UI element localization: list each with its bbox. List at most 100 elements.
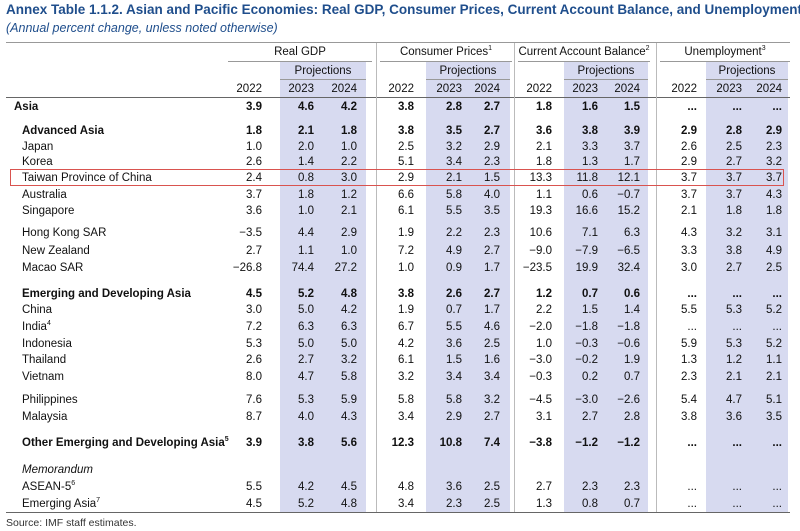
cell: 2.8 (446, 101, 462, 113)
row-label-text: Singapore (22, 205, 75, 217)
cell: 5.2 (766, 304, 782, 316)
cell: 2.7 (484, 245, 500, 257)
row-label: Other Emerging and Developing Asia5 (22, 436, 229, 450)
footnote-mark: 3 (761, 45, 766, 52)
year: 2022 (388, 83, 414, 95)
cell: 1.4 (298, 156, 314, 168)
year: 2023 (436, 83, 462, 95)
cell: 7.4 (484, 437, 500, 449)
year: 2022 (526, 83, 552, 95)
cell: 3.1 (536, 411, 552, 423)
cell: 4.6 (298, 101, 314, 113)
cell: ... (732, 437, 742, 449)
cell: 2.3 (484, 156, 500, 168)
cell: 3.0 (341, 172, 357, 184)
cell: 2.3 (681, 371, 697, 383)
year: 2022 (236, 83, 262, 95)
cell: 2.5 (766, 262, 782, 274)
cell: 2.1 (536, 141, 552, 153)
cell: 3.8 (298, 437, 314, 449)
cell: −0.2 (575, 354, 598, 366)
rule (380, 61, 512, 62)
rule (6, 97, 790, 98)
cell: 1.9 (398, 304, 414, 316)
cell: 5.4 (681, 394, 697, 406)
cell: 3.5 (446, 125, 462, 137)
projection-shading (280, 62, 366, 512)
cell: 1.8 (726, 205, 742, 217)
cell: 3.3 (582, 141, 598, 153)
cell: 2.6 (681, 141, 697, 153)
row-label-text: Korea (22, 156, 53, 168)
cell: 6.6 (398, 189, 414, 201)
projection-shading (564, 62, 648, 512)
cell: 4.8 (341, 288, 357, 300)
row-label-text: Japan (22, 141, 54, 153)
footnote-mark: 4 (46, 320, 51, 327)
group-label: Real GDP (274, 46, 326, 58)
cell: 6.7 (398, 321, 414, 333)
cell: 2.6 (246, 354, 262, 366)
cell: 3.8 (398, 101, 414, 113)
cell: 10.8 (439, 437, 462, 449)
cell: 4.7 (726, 394, 742, 406)
footnote-mark: 2 (645, 45, 650, 52)
cell: 0.6 (582, 189, 598, 201)
cell: ... (687, 288, 697, 300)
cell: 0.6 (624, 288, 640, 300)
cell: 5.3 (298, 394, 314, 406)
cell: 4.5 (341, 481, 357, 493)
cell: −7.9 (575, 245, 598, 257)
rule (6, 42, 790, 43)
cell: 2.7 (298, 354, 314, 366)
cell: 1.2 (341, 189, 357, 201)
cell: 2.5 (726, 141, 742, 153)
cell: −0.7 (617, 189, 640, 201)
row-label: Singapore (22, 204, 74, 218)
cell: 7.2 (246, 321, 262, 333)
rule (280, 79, 366, 80)
cell: 4.5 (246, 498, 262, 510)
cell: 4.3 (341, 411, 357, 423)
cell: 2.7 (484, 101, 500, 113)
cell: 5.6 (341, 437, 357, 449)
cell: 2.1 (446, 172, 462, 184)
cell: 4.9 (766, 245, 782, 257)
rule (564, 79, 648, 80)
row-label-text: Thailand (22, 354, 67, 366)
row-label-text: Emerging and Developing Asia (22, 288, 191, 300)
footnote-mark: 6 (71, 480, 76, 487)
cell: −23.5 (522, 262, 552, 274)
cell: 2.6 (446, 288, 462, 300)
cell: 7.6 (246, 394, 262, 406)
cell: ... (732, 498, 742, 510)
year: 2023 (716, 83, 742, 95)
cell: 3.6 (246, 205, 262, 217)
cell: 1.8 (536, 156, 552, 168)
row-label: Thailand (22, 353, 66, 367)
rule (660, 61, 790, 62)
cell: 2.7 (726, 156, 742, 168)
cell: 4.0 (484, 189, 500, 201)
cell: 2.7 (484, 288, 500, 300)
cell: 0.7 (624, 498, 640, 510)
footnote-mark: 7 (96, 497, 101, 504)
cell: 3.4 (446, 156, 462, 168)
cell: 0.7 (582, 288, 598, 300)
row-label: Vietnam (22, 370, 64, 384)
cell: 5.3 (726, 304, 742, 316)
cell: 2.9 (681, 156, 697, 168)
cell: 4.2 (341, 101, 357, 113)
row-label: Japan (22, 140, 53, 154)
cell: 3.7 (726, 189, 742, 201)
cell: −1.8 (575, 321, 598, 333)
cell: 2.2 (536, 304, 552, 316)
cell: 5.1 (398, 156, 414, 168)
cell: 1.5 (624, 101, 640, 113)
cell: 5.8 (398, 394, 414, 406)
cell: ... (772, 437, 782, 449)
cell: ... (732, 101, 742, 113)
rule (518, 61, 650, 62)
subtitle: (Annual percent change, unless noted oth… (6, 21, 278, 35)
cell: ... (687, 481, 697, 493)
